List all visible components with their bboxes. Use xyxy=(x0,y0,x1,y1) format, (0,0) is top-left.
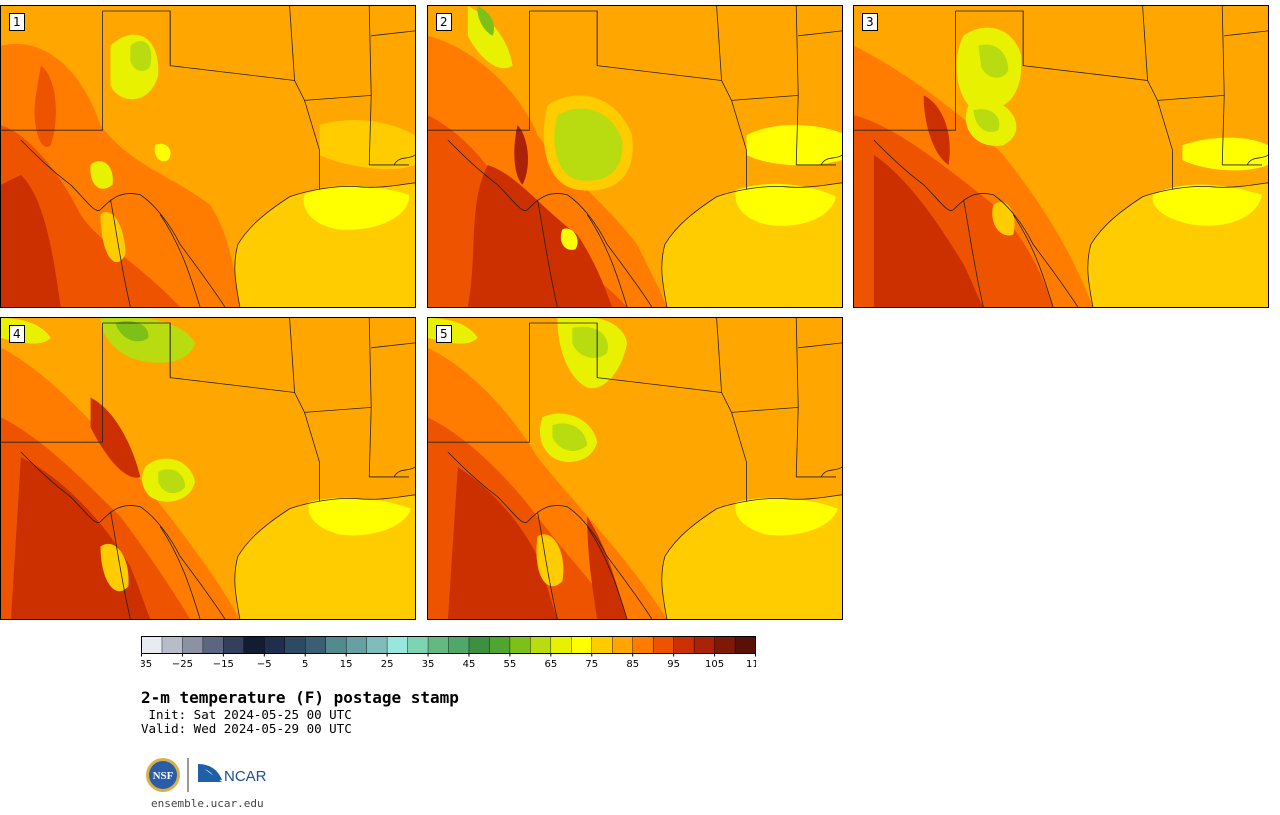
ncar-logo: NCAR xyxy=(198,764,267,785)
colorbar-tick-label-13: 95 xyxy=(667,659,680,670)
colorbar-tick-label-5: 15 xyxy=(340,659,353,670)
colorbar-tick-label-4: 5 xyxy=(302,659,308,670)
stamp-panel-3: 3 xyxy=(853,5,1269,308)
colorbar-swatch-14 xyxy=(427,636,449,654)
site-url: ensemble.ucar.edu xyxy=(151,797,264,810)
colorbar-tick-label-10: 65 xyxy=(544,659,557,670)
colorbar-swatch-21 xyxy=(571,636,593,654)
colorbar-swatch-18 xyxy=(509,636,531,654)
stamp-label-1: 1 xyxy=(9,13,25,31)
nsf-logo-text: NSF xyxy=(153,770,174,782)
stamp-label-5: 5 xyxy=(436,325,452,343)
colorbar-tick-label-11: 75 xyxy=(585,659,598,670)
stamp-label-4: 4 xyxy=(9,325,25,343)
colorbar-swatch-4 xyxy=(223,636,245,654)
map-title: 2-m temperature (F) postage stamp xyxy=(141,688,459,707)
init-time: Init: Sat 2024-05-25 00 UTC xyxy=(141,707,352,722)
colorbar-swatch-1 xyxy=(161,636,183,654)
colorbar-swatch-19 xyxy=(530,636,552,654)
colorbar-swatch-22 xyxy=(591,636,613,654)
colorbar-swatch-24 xyxy=(632,636,654,654)
temperature-map-2 xyxy=(428,6,842,307)
nsf-logo: NSF xyxy=(146,758,180,792)
temperature-map-4 xyxy=(1,318,415,619)
colorbar-swatch-11 xyxy=(366,636,388,654)
stamp-panel-4: 4 xyxy=(0,317,416,620)
colorbar-swatch-23 xyxy=(612,636,634,654)
colorbar-tick-label-6: 25 xyxy=(381,659,394,670)
colorbar-swatch-20 xyxy=(550,636,572,654)
ncar-logo-text: NCAR xyxy=(224,768,267,785)
colorbar-swatch-0 xyxy=(141,636,163,654)
colorbar-tick-label-1: −25 xyxy=(172,659,193,670)
temperature-colorbar: −35 −25 −15 −5 5 15 25 35 45 55 65 75 85 95 105 115 xyxy=(141,636,756,670)
logos: NSF NCAR xyxy=(144,756,274,794)
stamp-panel-1: 1 xyxy=(0,5,416,308)
colorbar-swatch-25 xyxy=(652,636,675,654)
colorbar-swatch-6 xyxy=(264,636,286,654)
colorbar-tick-label-12: 85 xyxy=(626,659,639,670)
colorbar-tick-label-3: −5 xyxy=(257,659,272,670)
colorbar-swatch-29 xyxy=(734,636,756,654)
colorbar-swatch-15 xyxy=(448,636,470,654)
temperature-map-1 xyxy=(1,6,415,307)
colorbar-tick-label-14: 105 xyxy=(705,659,724,670)
colorbar-swatch-9 xyxy=(325,636,347,654)
colorbar-swatch-10 xyxy=(345,636,368,654)
colorbar-tick-label-7: 35 xyxy=(422,659,435,670)
colorbar-swatch-2 xyxy=(182,636,204,654)
colorbar-tick-label-9: 55 xyxy=(504,659,517,670)
colorbar-swatch-3 xyxy=(202,636,224,654)
colorbar-swatch-26 xyxy=(673,636,695,654)
colorbar-tick-label-8: 45 xyxy=(463,659,476,670)
colorbar-swatch-13 xyxy=(407,636,429,654)
colorbar-tick-label-2: −15 xyxy=(213,659,234,670)
valid-time: Valid: Wed 2024-05-29 00 UTC xyxy=(141,721,352,736)
temperature-map-5 xyxy=(428,318,842,619)
colorbar-swatch-17 xyxy=(489,636,511,654)
stamp-panel-2: 2 xyxy=(427,5,843,308)
temperature-map-3 xyxy=(854,6,1268,307)
colorbar-swatch-28 xyxy=(714,636,736,654)
colorbar-swatch-27 xyxy=(693,636,716,654)
colorbar-swatch-12 xyxy=(386,636,409,654)
stamp-panel-5: 5 xyxy=(427,317,843,620)
colorbar-tick-label-15: 115 xyxy=(746,659,756,670)
colorbar-swatch-5 xyxy=(243,636,265,654)
colorbar-swatch-7 xyxy=(284,636,306,654)
stamp-label-2: 2 xyxy=(436,13,452,31)
colorbar-tick-label-0: −35 xyxy=(141,659,152,670)
stamp-label-3: 3 xyxy=(862,13,878,31)
colorbar-swatch-16 xyxy=(468,636,490,654)
colorbar-swatch-8 xyxy=(305,636,327,654)
